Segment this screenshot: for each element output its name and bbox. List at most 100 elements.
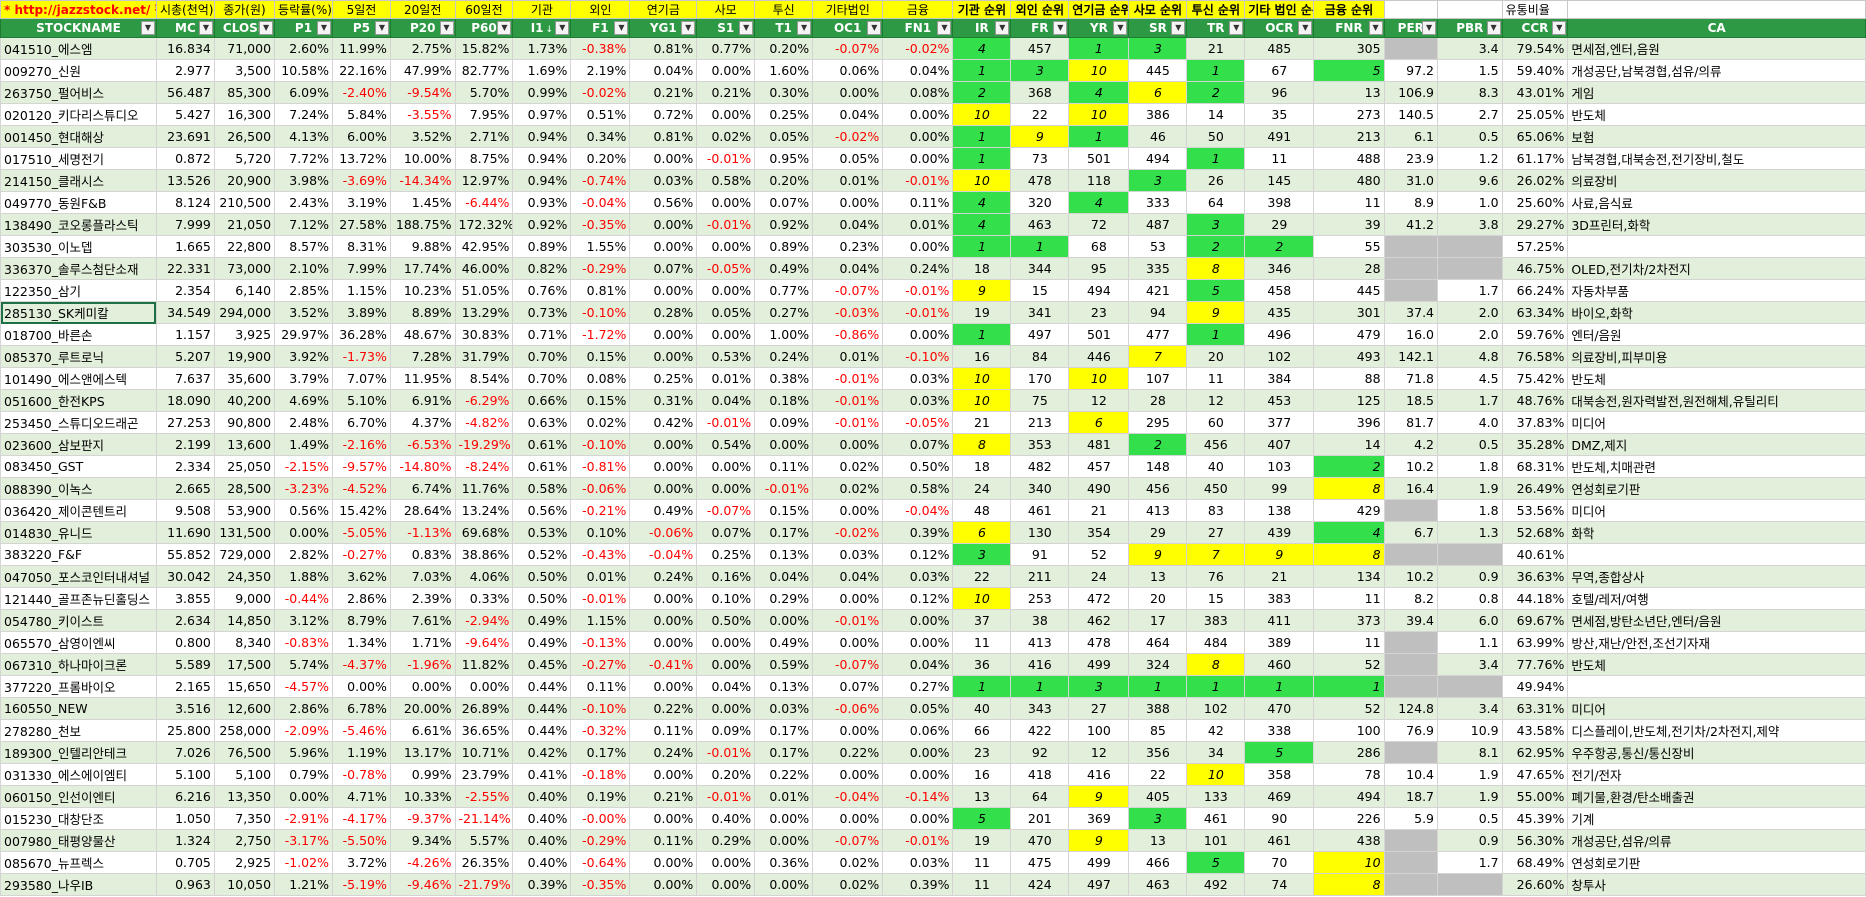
rank-cell-fr[interactable]: 470 xyxy=(1010,829,1070,852)
rank-cell-yr[interactable]: 52 xyxy=(1068,543,1130,566)
cell-t1[interactable]: 0.24% xyxy=(754,345,814,368)
cell-f1[interactable]: 0.17% xyxy=(570,741,631,764)
rank-cell-fnr[interactable]: 10 xyxy=(1313,851,1385,874)
cell-oc1[interactable]: -0.07% xyxy=(812,37,884,60)
cell-p5[interactable]: -5.05% xyxy=(331,521,391,544)
column-header-per[interactable]: PER ▼ xyxy=(1383,18,1439,38)
rank-cell-ir[interactable]: 18 xyxy=(952,257,1012,280)
stock-name-cell[interactable]: 160550_NEW xyxy=(0,697,157,720)
rank-cell-sr[interactable]: 9 xyxy=(1128,543,1188,566)
cell-oc1[interactable]: 0.23% xyxy=(812,235,884,258)
cell-t1[interactable]: 0.95% xyxy=(754,147,814,170)
cell-mc[interactable]: 30.042 xyxy=(155,565,215,588)
cell-per[interactable]: 18.5 xyxy=(1383,389,1439,412)
rank-cell-ocr[interactable]: 469 xyxy=(1244,785,1315,808)
cell-f1[interactable]: -0.10% xyxy=(570,301,631,324)
cell-p5[interactable]: -4.52% xyxy=(331,477,391,500)
cell-ccr[interactable]: 25.60% xyxy=(1501,191,1569,214)
rank-cell-ocr[interactable]: 460 xyxy=(1244,653,1315,676)
cell-per[interactable]: 140.5 xyxy=(1383,103,1439,126)
rank-cell-yr[interactable]: 494 xyxy=(1068,279,1130,302)
cell-f1[interactable]: 0.15% xyxy=(570,389,631,412)
cell-f1[interactable]: -0.01% xyxy=(570,587,631,610)
cell-mc[interactable]: 18.090 xyxy=(155,389,215,412)
cell-ccr[interactable]: 46.75% xyxy=(1501,257,1569,280)
cell-fn1[interactable]: 0.27% xyxy=(882,675,954,698)
cell-p20[interactable]: 2.75% xyxy=(389,37,456,60)
cell-oc1[interactable]: -0.02% xyxy=(812,125,884,148)
cell-p5[interactable]: 7.99% xyxy=(331,257,391,280)
rank-cell-sr[interactable]: 7 xyxy=(1128,345,1188,368)
column-header-yr[interactable]: YR ▼ xyxy=(1068,18,1130,38)
rank-cell-sr[interactable]: 107 xyxy=(1128,367,1188,390)
rank-cell-yr[interactable]: 497 xyxy=(1068,873,1130,896)
cell-pbr[interactable]: 0.8 xyxy=(1437,587,1503,610)
cell-ccr[interactable]: 29.27% xyxy=(1501,213,1569,236)
cell-fn1[interactable]: 0.00% xyxy=(882,631,954,654)
cell-mc[interactable]: 34.549 xyxy=(155,301,215,324)
cell-per[interactable] xyxy=(1383,499,1439,522)
cell-per[interactable] xyxy=(1383,543,1439,566)
cell-oc1[interactable]: -0.06% xyxy=(812,697,884,720)
rank-cell-ocr[interactable]: 496 xyxy=(1244,323,1315,346)
cell-fn1[interactable]: 0.12% xyxy=(882,587,954,610)
cell-ccr[interactable]: 61.17% xyxy=(1501,147,1569,170)
cell-i1[interactable]: 0.71% xyxy=(512,323,572,346)
cell-oc1[interactable]: 0.01% xyxy=(812,345,884,368)
cell-close[interactable]: 258,000 xyxy=(213,719,276,742)
cell-p5[interactable]: 5.84% xyxy=(331,103,391,126)
rank-cell-tr[interactable]: 14 xyxy=(1186,103,1246,126)
cell-p20[interactable]: -1.96% xyxy=(389,653,456,676)
rank-cell-ir[interactable]: 1 xyxy=(952,235,1012,258)
rank-cell-fr[interactable]: 9 xyxy=(1010,125,1070,148)
cell-p5[interactable]: -2.40% xyxy=(331,81,391,104)
cell-mc[interactable]: 1.157 xyxy=(155,323,215,346)
cell-p60[interactable]: -4.82% xyxy=(454,411,514,434)
rank-cell-fr[interactable]: 343 xyxy=(1010,697,1070,720)
rank-cell-fnr[interactable]: 134 xyxy=(1313,565,1385,588)
rank-cell-yr[interactable]: 3 xyxy=(1068,675,1130,698)
cell-t1[interactable]: 0.92% xyxy=(754,213,814,236)
cell-p5[interactable]: 3.62% xyxy=(331,565,391,588)
cell-oc1[interactable]: 0.00% xyxy=(812,763,884,786)
rank-cell-ir[interactable]: 21 xyxy=(952,411,1012,434)
cell-f1[interactable]: 0.10% xyxy=(570,521,631,544)
cell-p20[interactable]: -4.26% xyxy=(389,851,456,874)
cell-fn1[interactable]: -0.10% xyxy=(882,345,954,368)
stock-name-cell[interactable]: 065570_삼영이엔씨 xyxy=(0,631,157,654)
cell-sector[interactable]: 연성회로기판 xyxy=(1567,477,1866,500)
cell-mc[interactable]: 2.977 xyxy=(155,59,215,82)
rank-cell-tr[interactable]: 5 xyxy=(1186,851,1246,874)
cell-s1[interactable]: 0.07% xyxy=(696,521,756,544)
cell-p1[interactable]: 7.12% xyxy=(274,213,333,236)
cell-ccr[interactable]: 25.05% xyxy=(1501,103,1569,126)
stock-name-cell[interactable]: 293580_나우IB xyxy=(0,873,157,896)
cell-t1[interactable]: 0.00% xyxy=(754,873,814,896)
cell-pbr[interactable] xyxy=(1437,257,1503,280)
rank-cell-fnr[interactable]: 52 xyxy=(1313,697,1385,720)
column-header-mc[interactable]: MC ▼ xyxy=(155,18,215,38)
rank-cell-ocr[interactable]: 99 xyxy=(1244,477,1315,500)
rank-cell-sr[interactable]: 356 xyxy=(1128,741,1188,764)
rank-cell-sr[interactable]: 53 xyxy=(1128,235,1188,258)
cell-s1[interactable]: 0.58% xyxy=(696,169,756,192)
cell-p5[interactable]: 0.00% xyxy=(331,675,391,698)
cell-mc[interactable]: 11.690 xyxy=(155,521,215,544)
rank-cell-ir[interactable]: 10 xyxy=(952,367,1012,390)
cell-sector[interactable] xyxy=(1567,543,1866,566)
cell-close[interactable]: 53,900 xyxy=(213,499,276,522)
cell-oc1[interactable]: 0.00% xyxy=(812,587,884,610)
filter-dropdown-icon[interactable]: ▼ xyxy=(681,21,696,35)
filter-dropdown-icon[interactable]: ▼ xyxy=(1486,21,1501,35)
rank-cell-sr[interactable]: 20 xyxy=(1128,587,1188,610)
rank-cell-ir[interactable]: 11 xyxy=(952,873,1012,896)
cell-p1[interactable]: 3.98% xyxy=(274,169,333,192)
cell-t1[interactable]: 0.18% xyxy=(754,389,814,412)
rank-cell-fnr[interactable]: 226 xyxy=(1313,807,1385,830)
filter-dropdown-icon[interactable]: ▼ xyxy=(374,21,389,35)
cell-oc1[interactable]: -0.03% xyxy=(812,301,884,324)
cell-per[interactable] xyxy=(1383,675,1439,698)
cell-oc1[interactable]: 0.00% xyxy=(812,191,884,214)
cell-i1[interactable]: 0.52% xyxy=(512,543,572,566)
cell-yg1[interactable]: 0.42% xyxy=(629,411,698,434)
